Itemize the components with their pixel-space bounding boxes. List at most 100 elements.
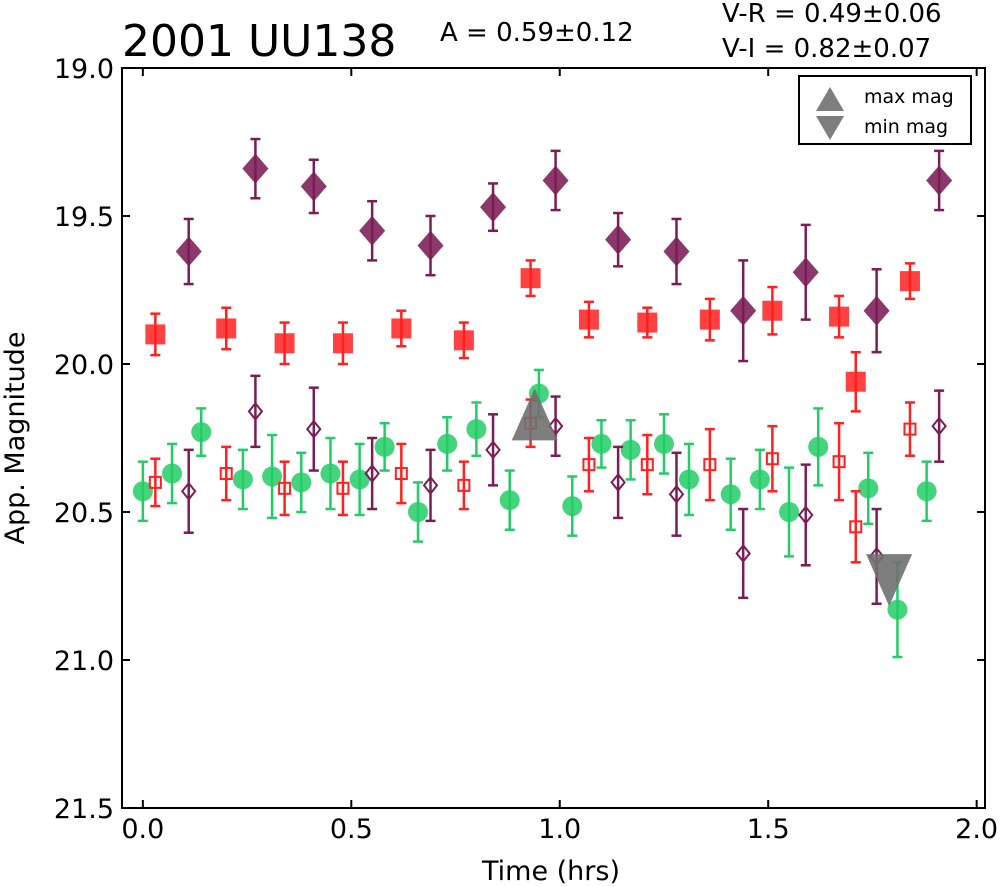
data-point xyxy=(453,321,474,360)
square-open-marker xyxy=(278,481,292,495)
circle-marker xyxy=(466,419,487,440)
plot-frame xyxy=(121,67,986,809)
y-tick-label: 21.0 xyxy=(54,646,114,677)
min-mag-marker xyxy=(866,554,913,607)
series-3 xyxy=(180,374,947,606)
data-point xyxy=(364,436,380,511)
y-tick-label: 20.0 xyxy=(54,350,114,381)
square-marker xyxy=(899,271,920,292)
data-point xyxy=(845,350,866,413)
diamond-marker xyxy=(792,257,819,288)
circle-marker xyxy=(620,439,641,460)
circle-marker xyxy=(916,481,937,502)
square-marker xyxy=(274,333,295,354)
data-point xyxy=(437,416,458,472)
diamond-marker xyxy=(480,192,507,223)
axes: 0.0 0.5 1.0 1.5 2.0 19.0 19.5 20.0 20.5 21.0 21.5 xyxy=(54,54,998,845)
amplitude-annotation: A = 0.59±0.12 xyxy=(440,18,634,48)
legend-max-marker xyxy=(816,87,844,111)
data-point xyxy=(391,309,412,348)
series-2 xyxy=(132,368,937,659)
x-tick-label: 2.0 xyxy=(955,814,998,845)
square-marker xyxy=(578,309,599,330)
data-point xyxy=(359,199,386,262)
diamond-marker xyxy=(730,295,757,326)
data-point xyxy=(262,433,283,520)
data-point xyxy=(394,442,408,505)
square-marker xyxy=(216,318,237,339)
square-open-marker xyxy=(582,458,596,472)
circle-marker xyxy=(499,490,520,511)
plot-area xyxy=(132,137,953,659)
circle-marker xyxy=(162,463,183,484)
data-point xyxy=(480,182,507,233)
data-point xyxy=(610,445,626,520)
y-tick-label: 19.5 xyxy=(54,202,114,233)
circle-marker xyxy=(591,433,612,454)
circle-marker xyxy=(291,472,312,493)
v-i-annotation: V-I = 0.82±0.07 xyxy=(722,34,931,64)
diamond-open-marker xyxy=(364,463,380,484)
square-marker xyxy=(520,268,541,289)
legend-max-label: max mag xyxy=(864,86,954,108)
data-point xyxy=(730,259,757,363)
data-point xyxy=(591,418,612,469)
data-point xyxy=(466,401,487,458)
square-open-marker xyxy=(903,422,917,436)
square-open-marker xyxy=(849,520,863,534)
data-point xyxy=(749,448,770,511)
data-point xyxy=(808,407,829,487)
data-point xyxy=(562,475,583,537)
y-tick-label: 20.5 xyxy=(54,498,114,529)
y-tick-label: 21.5 xyxy=(54,794,114,825)
circle-marker xyxy=(808,436,829,457)
data-point xyxy=(291,451,312,514)
data-point xyxy=(832,421,846,502)
diamond-open-marker xyxy=(547,416,564,436)
x-tick-label: 0.0 xyxy=(121,814,164,845)
circle-marker xyxy=(132,481,153,502)
diamond-open-marker xyxy=(485,440,501,460)
series-0 xyxy=(175,137,953,363)
circle-marker xyxy=(678,469,699,490)
series-1 xyxy=(145,259,920,413)
chart-title: 2001 UU138 xyxy=(122,16,396,67)
data-point xyxy=(274,321,295,366)
diamond-open-marker xyxy=(180,481,197,501)
diamond-open-marker xyxy=(422,475,439,495)
data-point xyxy=(858,451,879,526)
data-point xyxy=(374,421,395,472)
data-point xyxy=(132,460,153,523)
data-point xyxy=(578,300,599,339)
diamond-marker xyxy=(863,295,890,326)
data-point xyxy=(408,481,429,543)
square-marker xyxy=(332,333,353,354)
data-point xyxy=(926,149,953,212)
diamond-marker xyxy=(926,165,953,196)
data-point xyxy=(605,211,632,268)
diamond-marker xyxy=(359,215,386,246)
data-point xyxy=(699,297,720,342)
data-point xyxy=(916,460,937,523)
circle-marker xyxy=(374,436,395,457)
data-point xyxy=(232,448,253,511)
y-tick-label: 19.0 xyxy=(54,54,114,85)
data-point xyxy=(332,321,353,366)
data-point xyxy=(547,395,564,458)
diamond-open-marker xyxy=(305,419,322,439)
data-point xyxy=(797,463,814,567)
x-axis-label: Time (hrs) xyxy=(481,856,620,887)
x-tick-label: 0.5 xyxy=(330,814,373,845)
circle-marker xyxy=(262,466,283,487)
circle-marker xyxy=(320,463,341,484)
circle-marker xyxy=(653,433,674,454)
data-point xyxy=(320,436,341,511)
data-point xyxy=(829,294,850,339)
square-marker xyxy=(391,318,412,339)
data-point xyxy=(242,137,269,200)
diamond-open-marker xyxy=(247,401,264,421)
circle-marker xyxy=(858,478,879,499)
diamond-open-marker xyxy=(668,484,685,504)
y-axis-label: App. Magnitude xyxy=(0,332,31,545)
